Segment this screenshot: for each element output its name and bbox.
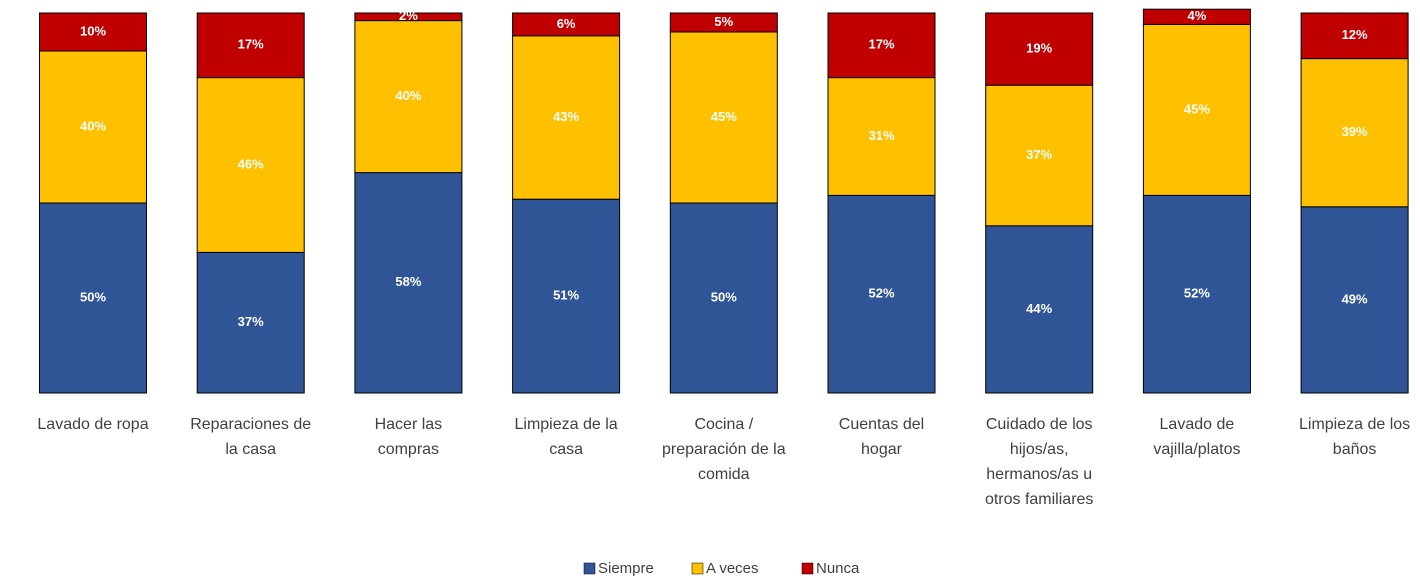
bar-segment bbox=[1300, 206, 1409, 394]
data-label: 46% bbox=[238, 156, 264, 171]
bar-segment bbox=[1300, 58, 1409, 208]
data-label: 40% bbox=[395, 88, 421, 103]
legend-label: A veces bbox=[706, 560, 759, 577]
x-tick-label: Lavado de ropa bbox=[37, 416, 149, 433]
data-label: 12% bbox=[1342, 27, 1368, 42]
legend-swatch bbox=[691, 562, 704, 575]
data-label: 17% bbox=[238, 37, 264, 52]
data-label: 10% bbox=[80, 23, 106, 38]
bar-segment bbox=[827, 12, 936, 79]
legend-swatch bbox=[801, 562, 814, 575]
x-tick-label: Cocina / preparación de la comida bbox=[661, 416, 786, 483]
bar-segment bbox=[985, 84, 1094, 227]
bar-segment bbox=[39, 202, 147, 394]
data-label: 58% bbox=[395, 274, 421, 289]
bar-segment bbox=[512, 35, 621, 200]
x-tick-label: Reparaciones de la casa bbox=[190, 416, 312, 458]
bar-segment bbox=[1300, 12, 1409, 60]
legend-label: Nunca bbox=[816, 560, 860, 577]
bar-segment bbox=[827, 194, 936, 394]
bar-segment bbox=[39, 50, 147, 204]
x-tick-label: Cuentas del hogar bbox=[838, 416, 925, 458]
x-tick-label: Lavado de vajilla/platos bbox=[1153, 416, 1241, 458]
data-label: 19% bbox=[1026, 41, 1052, 56]
bar-segment bbox=[512, 198, 621, 394]
data-label: 49% bbox=[1342, 291, 1368, 306]
bar-segment bbox=[196, 12, 305, 79]
legend-swatch bbox=[583, 562, 596, 575]
bar-segment bbox=[985, 225, 1094, 394]
legend-label: Siempre bbox=[598, 560, 654, 577]
x-tick-label: Cuidado de los hijos/as, hermanos/as u o… bbox=[984, 416, 1094, 508]
data-label: 50% bbox=[711, 289, 737, 304]
data-label: 5% bbox=[714, 14, 733, 29]
bar-segment bbox=[985, 12, 1094, 86]
data-label: 39% bbox=[1342, 124, 1368, 139]
bar-segment bbox=[669, 202, 778, 394]
bar-segment bbox=[1142, 8, 1251, 25]
data-label: 6% bbox=[557, 16, 576, 31]
data-label: 37% bbox=[1026, 147, 1052, 162]
data-label: 31% bbox=[868, 128, 894, 143]
data-label: 4% bbox=[1188, 8, 1207, 23]
x-tick-label: Limpieza de los baños bbox=[1299, 416, 1411, 458]
bar-segment bbox=[669, 12, 778, 33]
x-tick-label: Hacer las compras bbox=[374, 416, 443, 458]
bar-segment bbox=[512, 12, 621, 37]
data-label: 52% bbox=[868, 286, 894, 301]
x-tick-label: Limpieza de la casa bbox=[514, 416, 618, 458]
bar-segment bbox=[196, 77, 305, 253]
bar-segment bbox=[1142, 194, 1251, 394]
bar-segment bbox=[354, 12, 463, 22]
data-label: 52% bbox=[1184, 286, 1210, 301]
bar-segment bbox=[354, 172, 463, 394]
data-label: 51% bbox=[553, 288, 579, 303]
data-label: 17% bbox=[868, 37, 894, 52]
data-label: 37% bbox=[238, 314, 264, 329]
bar-segment bbox=[39, 12, 147, 52]
data-label: 50% bbox=[80, 289, 106, 304]
bar-segment bbox=[1142, 23, 1251, 196]
data-label: 45% bbox=[711, 109, 737, 124]
data-label: 44% bbox=[1026, 301, 1052, 316]
data-label: 40% bbox=[80, 118, 106, 133]
data-label: 43% bbox=[553, 109, 579, 124]
bar-segment bbox=[354, 20, 463, 174]
data-label: 2% bbox=[399, 8, 418, 23]
bar-segment bbox=[196, 251, 305, 394]
bar-segment bbox=[827, 77, 936, 196]
data-label: 45% bbox=[1184, 101, 1210, 116]
